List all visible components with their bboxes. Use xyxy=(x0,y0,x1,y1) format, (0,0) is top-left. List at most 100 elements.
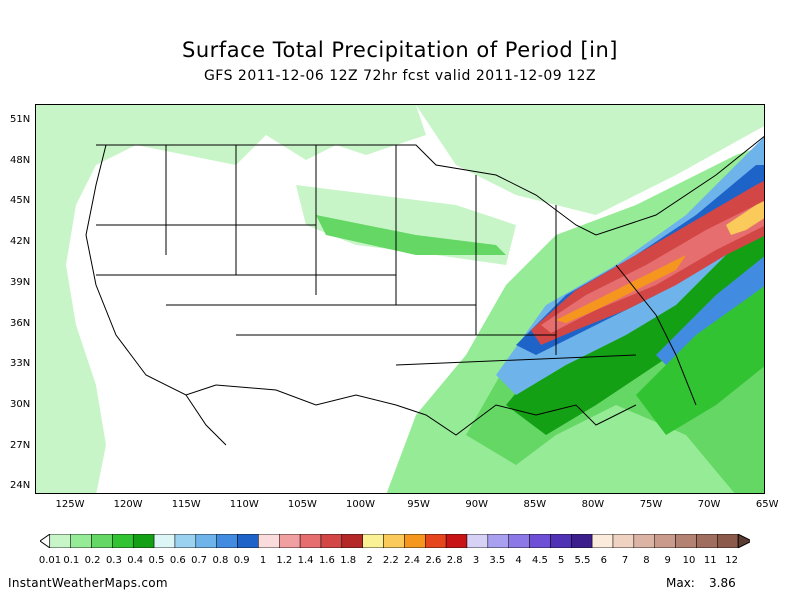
lon-label: 65W xyxy=(755,499,779,510)
colorbar-label: 2 xyxy=(366,555,373,566)
colorbar-label: 0.1 xyxy=(63,555,80,566)
colorbar xyxy=(40,534,750,548)
colorbar-swatch xyxy=(445,534,468,548)
colorbar-swatch xyxy=(320,534,343,548)
lat-label: 33N xyxy=(10,358,31,370)
colorbar-label: 2.8 xyxy=(446,555,463,566)
colorbar-label: 1.8 xyxy=(340,555,357,566)
colorbar-swatch xyxy=(49,534,71,548)
lat-label: 48N xyxy=(10,154,31,166)
site-credit: InstantWeatherMaps.com xyxy=(8,576,168,590)
map-subtitle: GFS 2011-12-06 12Z 72hr fcst valid 2011-… xyxy=(203,68,597,84)
colorbar-label: 5.5 xyxy=(574,555,591,566)
colorbar-swatch xyxy=(299,534,322,548)
colorbar-label: 0.9 xyxy=(233,555,250,566)
colorbar-label: 0.3 xyxy=(105,555,122,566)
colorbar-swatch xyxy=(362,534,384,548)
colorbar-label: 1.2 xyxy=(276,555,293,566)
lon-label: 95W xyxy=(407,499,430,510)
colorbar-swatch xyxy=(466,534,489,548)
lon-label: 120W xyxy=(113,499,143,510)
precip-orange-ne xyxy=(726,201,764,235)
colorbar-label: 1.6 xyxy=(318,555,335,566)
colorbar-swatch xyxy=(571,534,593,548)
colorbar-swatch xyxy=(216,534,238,548)
colorbar-label: 4.5 xyxy=(531,555,548,566)
colorbar-label: 2.2 xyxy=(382,555,399,566)
lat-label: 27N xyxy=(10,439,31,451)
colorbar-label: 0.01 xyxy=(38,555,62,566)
colorbar-swatch xyxy=(675,534,697,548)
colorbar-swatch xyxy=(425,534,447,548)
colorbar-swatch xyxy=(91,534,113,548)
lon-label: 105W xyxy=(287,499,317,510)
lon-label: 115W xyxy=(171,499,201,510)
max-value: 3.86 xyxy=(709,576,736,590)
precip-green-offshore xyxy=(636,286,764,435)
lat-label: 30N xyxy=(10,398,31,410)
colorbar-label: 0.8 xyxy=(212,555,229,566)
colorbar-label: 0.7 xyxy=(191,555,208,566)
colorbar-label: 7 xyxy=(621,555,629,566)
colorbar-label: 8 xyxy=(643,555,650,566)
colorbar-swatch xyxy=(383,534,405,548)
colorbar-swatch xyxy=(529,534,551,548)
colorbar-swatch xyxy=(195,534,217,548)
colorbar-label: 0.6 xyxy=(169,555,186,566)
lon-label: 75W xyxy=(639,499,663,510)
colorbar-swatch xyxy=(591,534,614,548)
lat-label: 39N xyxy=(10,276,31,288)
boundary-lines xyxy=(85,135,764,446)
colorbar-label: 11 xyxy=(703,555,717,566)
colorbar-label: 0.5 xyxy=(148,555,165,566)
map-canvas xyxy=(36,105,764,493)
colorbar-swatch xyxy=(341,534,363,548)
colorbar-label: 5 xyxy=(558,555,565,566)
precip-light-north xyxy=(416,105,764,215)
precip-light-west xyxy=(36,105,426,493)
lat-label: 24N xyxy=(10,480,31,492)
colorbar-swatch xyxy=(112,534,134,548)
colorbar-label: 9 xyxy=(664,555,671,566)
lat-label: 42N xyxy=(10,236,31,248)
colorbar-swatch xyxy=(550,534,572,548)
colorbar-swatch xyxy=(153,534,176,548)
lat-label: 45N xyxy=(10,195,31,207)
colorbar-left-arrow xyxy=(40,534,51,548)
colorbar-label: 1.4 xyxy=(297,555,314,566)
lon-label: 80W xyxy=(581,499,605,510)
colorbar-label: 0.4 xyxy=(127,555,144,566)
precip-blue-offshore xyxy=(656,256,764,375)
colorbar-swatch xyxy=(633,534,655,548)
precip-green-band xyxy=(316,215,506,255)
lon-label: 70W xyxy=(697,499,721,510)
colorbar-swatch xyxy=(654,534,676,548)
colorbar-right-arrow xyxy=(737,534,750,548)
colorbar-label: 3 xyxy=(472,555,480,566)
colorbar-swatch xyxy=(174,534,197,548)
colorbar-swatch xyxy=(258,534,280,548)
colorbar-label: 1 xyxy=(259,555,267,566)
colorbar-swatch xyxy=(404,534,426,548)
colorbar-label: 3.5 xyxy=(489,555,506,566)
colorbar-label: 6 xyxy=(600,555,607,566)
lon-label: 125W xyxy=(55,499,85,510)
lon-label: 85W xyxy=(523,499,547,510)
lat-label: 51N xyxy=(10,114,31,125)
colorbar-swatch xyxy=(70,534,92,548)
map-title: Surface Total Precipitation of Period [i… xyxy=(182,38,618,62)
colorbar-label: 2.6 xyxy=(425,555,442,566)
colorbar-label: 4 xyxy=(515,555,522,566)
colorbar-swatch xyxy=(717,534,739,548)
lon-label: 100W xyxy=(346,499,375,510)
colorbar-swatch xyxy=(279,534,301,548)
lon-label: 110W xyxy=(229,499,259,510)
colorbar-swatch xyxy=(612,534,635,548)
colorbar-swatch xyxy=(237,534,259,548)
colorbar-label: 2.4 xyxy=(404,555,421,566)
colorbar-label: 10 xyxy=(682,555,696,566)
colorbar-swatch xyxy=(696,534,718,548)
lat-label: 36N xyxy=(10,317,31,329)
lon-label: 90W xyxy=(465,499,488,510)
colorbar-swatch xyxy=(508,534,530,548)
